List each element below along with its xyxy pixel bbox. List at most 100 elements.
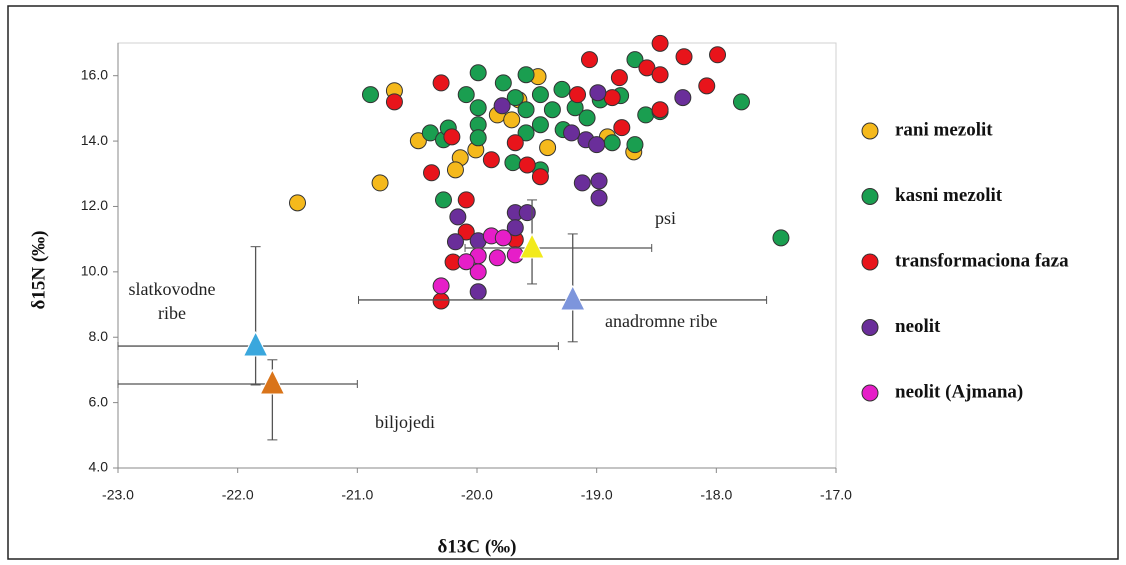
point xyxy=(732,93,750,111)
point xyxy=(517,66,535,84)
point xyxy=(772,229,790,247)
point xyxy=(517,124,535,142)
point xyxy=(457,191,475,209)
point xyxy=(446,161,464,179)
point xyxy=(289,194,306,212)
y-tick-label: 12.0 xyxy=(81,197,108,213)
legend-label: kasni mezolit xyxy=(895,185,1003,206)
point xyxy=(626,51,644,69)
legend-label: neolit xyxy=(895,316,941,337)
point xyxy=(432,74,450,92)
point xyxy=(494,74,512,92)
point xyxy=(578,109,596,127)
point xyxy=(539,139,557,157)
point xyxy=(651,34,669,52)
point xyxy=(709,46,727,64)
point xyxy=(469,129,487,147)
point xyxy=(675,48,693,66)
x-tick-label: -22.0 xyxy=(222,487,254,503)
x-tick-label: -18.0 xyxy=(700,487,732,503)
legend-marker xyxy=(861,384,879,402)
x-axis-label: δ13C (‰) xyxy=(438,536,517,557)
y-tick-label: 10.0 xyxy=(81,263,108,279)
point xyxy=(443,128,461,146)
point xyxy=(518,156,536,174)
point xyxy=(543,101,561,119)
point xyxy=(610,69,628,87)
reference-label: slatkovodne xyxy=(129,279,216,299)
point xyxy=(590,189,608,207)
point xyxy=(590,172,608,190)
legend-marker xyxy=(861,188,879,205)
point xyxy=(421,124,439,142)
point xyxy=(637,106,655,124)
point xyxy=(603,134,621,152)
point xyxy=(569,86,587,104)
x-tick-label: -19.0 xyxy=(581,487,613,503)
point xyxy=(553,80,571,98)
point xyxy=(457,86,475,104)
point xyxy=(423,164,441,182)
point xyxy=(613,119,631,137)
legend-marker xyxy=(861,253,879,271)
point xyxy=(506,89,524,107)
point xyxy=(446,233,464,251)
point xyxy=(589,84,607,102)
point xyxy=(432,277,450,295)
point xyxy=(469,99,487,117)
point xyxy=(385,93,403,111)
point xyxy=(651,66,669,84)
point xyxy=(469,283,487,301)
point xyxy=(698,77,716,95)
point xyxy=(573,174,591,192)
reference-marker xyxy=(519,232,545,259)
reference-label: ribe xyxy=(158,303,186,323)
point xyxy=(434,191,452,209)
point xyxy=(517,101,535,119)
x-tick-label: -21.0 xyxy=(341,487,373,503)
frame xyxy=(7,5,1119,560)
point xyxy=(638,59,656,77)
y-tick-label: 16.0 xyxy=(81,66,108,82)
legend-label: rani mezolit xyxy=(895,119,993,140)
point xyxy=(469,263,487,281)
legend-marker xyxy=(861,319,879,336)
y-tick-label: 6.0 xyxy=(89,393,109,409)
x-tick-label: -17.0 xyxy=(820,487,852,503)
point xyxy=(580,51,598,69)
point xyxy=(674,89,692,107)
y-axis-label: δ15N (‰) xyxy=(28,231,49,310)
reference-marker xyxy=(242,330,269,357)
legend-label: transformaciona faza xyxy=(895,250,1069,271)
point xyxy=(504,154,522,172)
y-tick-label: 14.0 xyxy=(81,132,108,148)
point xyxy=(588,136,606,154)
y-tick-label: 8.0 xyxy=(89,328,109,344)
point xyxy=(506,134,524,152)
point xyxy=(457,253,475,271)
point xyxy=(494,229,512,247)
point xyxy=(506,219,524,237)
point xyxy=(488,249,506,267)
point xyxy=(506,246,524,264)
point xyxy=(563,124,581,142)
point xyxy=(518,204,536,222)
point xyxy=(469,64,487,82)
reference-marker xyxy=(559,284,586,311)
point xyxy=(457,223,475,241)
point xyxy=(432,292,450,310)
x-tick-label: -23.0 xyxy=(102,487,134,503)
point xyxy=(371,174,389,192)
legend-marker xyxy=(861,122,879,140)
legend-label: neolit (Ajmana) xyxy=(895,381,1023,402)
point xyxy=(449,208,467,226)
reference-label: biljojedi xyxy=(375,412,435,432)
point xyxy=(651,101,669,119)
point xyxy=(493,97,511,115)
point xyxy=(626,136,644,154)
point xyxy=(503,111,521,129)
y-tick-label: 4.0 xyxy=(89,459,109,475)
point xyxy=(603,89,621,107)
point xyxy=(531,116,549,134)
